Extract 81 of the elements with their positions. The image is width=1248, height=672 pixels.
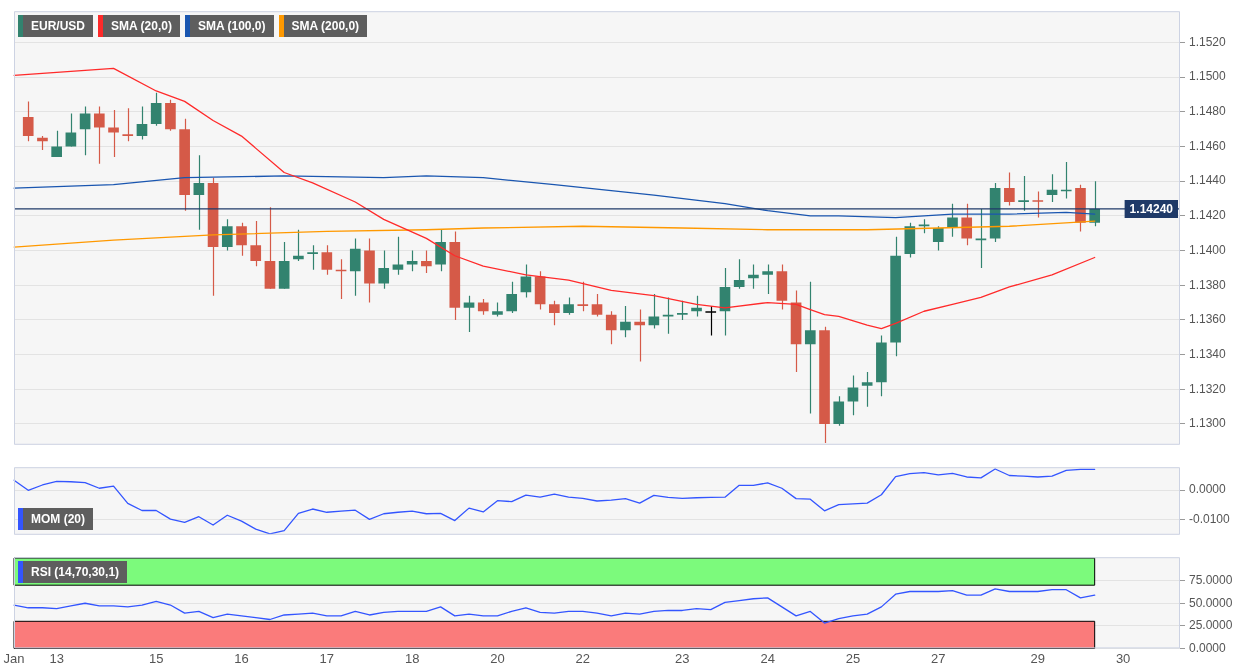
y-tick-label: 1.1360 xyxy=(1189,312,1227,327)
candlestick xyxy=(762,263,773,295)
y-tick-label: -0.0100 xyxy=(1189,511,1231,526)
y-tick-label: 1.1500 xyxy=(1189,69,1227,84)
y-tick-label: 1.1440 xyxy=(1189,173,1227,188)
candlestick xyxy=(577,281,589,312)
candlestick xyxy=(421,249,432,274)
x-tick-label: 29 xyxy=(1030,650,1046,666)
candlestick xyxy=(733,258,745,290)
x-tick-label: 27 xyxy=(931,650,946,666)
candlestick xyxy=(605,310,617,345)
x-tick-label: 23 xyxy=(675,650,690,666)
candlestick xyxy=(506,281,518,314)
candlestick xyxy=(236,222,247,257)
x-tick-label: 15 xyxy=(148,650,164,666)
candlestick xyxy=(549,300,560,326)
candlestick xyxy=(520,263,532,298)
candlestick xyxy=(22,100,34,142)
y-tick-label: 1.1380 xyxy=(1189,277,1227,292)
legend-label: RSI (14,70,30,1) xyxy=(30,564,121,582)
candlestick xyxy=(591,293,603,318)
x-tick-label: 18 xyxy=(404,650,420,666)
y-tick-label: 1.1320 xyxy=(1189,381,1227,396)
y-tick-label: 1.1460 xyxy=(1189,138,1227,153)
y-tick-label: 1.1480 xyxy=(1189,104,1227,119)
candlestick xyxy=(463,295,475,333)
candlestick xyxy=(620,305,631,338)
candlestick xyxy=(378,249,390,290)
y-tick-label: 1.1520 xyxy=(1189,34,1227,49)
candlestick xyxy=(932,225,944,252)
candlestick xyxy=(961,203,973,246)
candlestick xyxy=(193,154,205,231)
x-tick-label: 16 xyxy=(234,650,249,666)
legend-label: SMA (200,0) xyxy=(290,18,361,36)
x-tick-label: 30 xyxy=(1115,650,1131,666)
candlestick xyxy=(804,281,816,415)
candlestick xyxy=(435,229,446,272)
x-tick-label: 22 xyxy=(575,650,591,666)
candlestick xyxy=(250,220,262,267)
x-tick-label: Jan xyxy=(3,650,25,666)
candlestick xyxy=(1018,175,1029,212)
candlestick xyxy=(93,105,105,165)
candlestick xyxy=(150,92,162,127)
y-tick-label: 75.0000 xyxy=(1189,572,1233,587)
candlestick xyxy=(1004,171,1015,207)
y-tick-label: 1.1420 xyxy=(1189,208,1227,223)
candlestick xyxy=(648,293,660,330)
y-tick-label: 0.0000 xyxy=(1189,482,1227,497)
y-tick-label: 50.0000 xyxy=(1189,595,1233,610)
y-tick-label: 25.0000 xyxy=(1189,618,1233,633)
candlestick xyxy=(861,371,873,408)
y-tick-label: 1.1300 xyxy=(1189,416,1227,431)
legend-label: MOM (20) xyxy=(30,510,86,528)
legend-label: EUR/USD xyxy=(30,18,86,36)
x-tick-label: 25 xyxy=(845,650,861,666)
x-tick-label: 17 xyxy=(319,650,335,666)
candlestick xyxy=(392,236,404,276)
legend-label: SMA (20,0) xyxy=(110,18,173,36)
candlestick xyxy=(321,244,333,276)
candlestick xyxy=(349,237,361,297)
x-tick-label: 20 xyxy=(490,650,505,666)
candlestick xyxy=(676,300,688,321)
x-tick-label: 13 xyxy=(49,650,64,666)
candlestick xyxy=(1046,173,1058,203)
candlestick xyxy=(122,107,134,142)
x-tick-label: 24 xyxy=(760,650,775,666)
legend-label: SMA (100,0) xyxy=(196,18,267,36)
ref-line-label: 1.14240 xyxy=(1129,202,1174,217)
y-tick-label: 1.1400 xyxy=(1189,242,1227,257)
candlestick xyxy=(51,130,62,158)
y-tick-label: 1.1340 xyxy=(1189,346,1227,361)
candlestick xyxy=(1032,190,1044,219)
candlestick xyxy=(975,208,987,269)
y-tick-label: 0.0000 xyxy=(1189,640,1227,655)
candlestick xyxy=(221,218,233,252)
candlestick xyxy=(136,105,148,141)
candlestick xyxy=(108,109,119,158)
candlestick xyxy=(705,305,717,337)
candlestick xyxy=(79,105,91,156)
candlestick xyxy=(833,395,845,427)
candlestick xyxy=(307,244,318,271)
